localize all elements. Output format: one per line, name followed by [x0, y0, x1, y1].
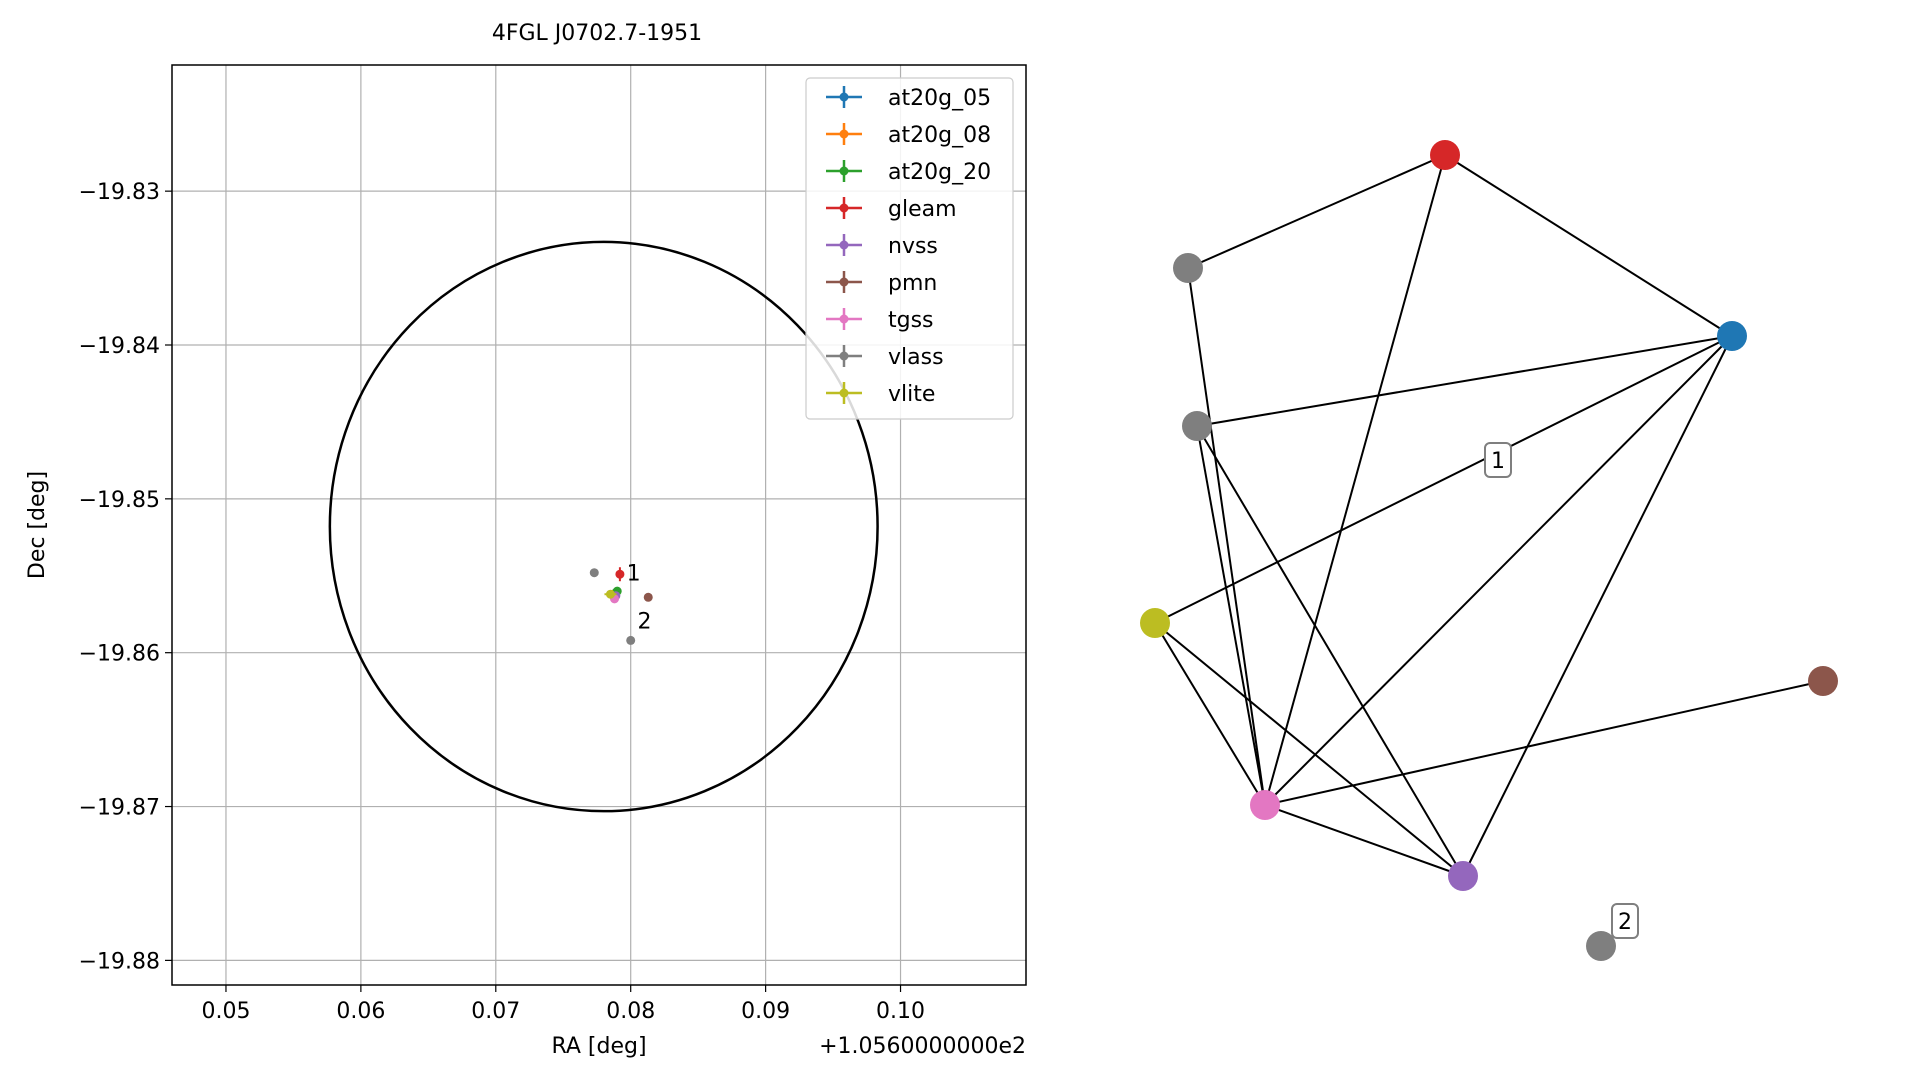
edge-tgss-nvss: [1264, 804, 1464, 877]
legend-item-vlass: vlass: [826, 345, 944, 370]
axes-frame: [171, 64, 1027, 986]
network-labels: 12: [1484, 442, 1639, 939]
legend-label: gleam: [888, 197, 957, 222]
legend-item-gleam: gleam: [826, 197, 957, 222]
annotation-label: 1: [627, 562, 641, 587]
legend-item-at20g_08: at20g_08: [826, 123, 991, 148]
legend-label: at20g_08: [888, 123, 991, 148]
x-tick-label: 0.06: [336, 999, 385, 1024]
point-pmn: [643, 592, 653, 602]
y-tick-label: −19.85: [79, 488, 160, 513]
node-vlass_c: [1586, 931, 1616, 961]
network-label-2: 2: [1611, 903, 1639, 939]
legend-label: at20g_20: [888, 160, 991, 185]
legend-label: at20g_05: [888, 86, 991, 111]
chart-title: 4FGL J0702.7-1951: [492, 21, 702, 46]
network-nodes: [1140, 140, 1838, 961]
edge-vlass_b-nvss: [1196, 425, 1464, 877]
y-tick-label: −19.87: [79, 796, 160, 821]
ticks: 0.05 0.06 0.07 0.08 0.09 0.10 −19.83 −19.84 −19.…: [79, 180, 925, 1024]
x-axis-label: RA [deg]: [551, 1034, 646, 1059]
edge-vlass_a-tgss: [1187, 267, 1266, 806]
localization-ellipse: [328, 240, 879, 813]
network-edges: [1154, 154, 1824, 877]
scatter-panel: 4FGL J0702.7-1951 12 0.05 0.06 0.07 0.08 0.0…: [25, 21, 1027, 1059]
edge-gleam-tgss: [1264, 154, 1446, 806]
y-tick-label: −19.84: [79, 334, 160, 359]
legend-label: vlass: [888, 345, 944, 370]
point-vlass: [589, 568, 599, 578]
node-pmn: [1808, 666, 1838, 696]
network-label-1: 1: [1484, 442, 1512, 478]
edge-tgss-pmn: [1264, 680, 1824, 806]
edge-vlite-nvss: [1154, 622, 1464, 877]
legend-label: tgss: [888, 308, 934, 333]
legend-item-vlite: vlite: [826, 382, 935, 407]
annotation-label: 2: [637, 609, 651, 634]
data-points: [589, 567, 653, 645]
y-tick-label: −19.86: [79, 642, 160, 667]
edge-gleam-at20g: [1444, 154, 1733, 337]
legend-item-at20g_05: at20g_05: [826, 86, 991, 111]
node-vlite: [1140, 608, 1170, 638]
x-axis-offset-label: +1.0560000000e2: [819, 1034, 1026, 1059]
node-gleam: [1430, 140, 1460, 170]
point-vlite: [604, 589, 617, 599]
legend-item-tgss: tgss: [826, 308, 934, 333]
legend-item-pmn: pmn: [826, 271, 937, 296]
edge-nvss-at20g: [1462, 335, 1733, 877]
y-tick-label: −19.88: [79, 949, 160, 974]
network-panel: 12: [1140, 140, 1838, 961]
legend-item-nvss: nvss: [826, 234, 938, 259]
point-gleam: [615, 567, 625, 582]
y-axis-label: Dec [deg]: [25, 471, 50, 579]
edge-vlite-at20g: [1154, 335, 1733, 624]
node-vlass_b: [1182, 411, 1212, 441]
x-tick-label: 0.09: [741, 999, 790, 1024]
annotations: 12: [627, 562, 652, 635]
legend-label: vlite: [888, 382, 935, 407]
node-nvss: [1448, 861, 1478, 891]
x-tick-label: 0.05: [201, 999, 250, 1024]
legend-item-at20g_20: at20g_20: [826, 160, 991, 185]
node-vlass_a: [1173, 253, 1203, 283]
node-tgss: [1250, 790, 1280, 820]
x-tick-label: 0.08: [606, 999, 655, 1024]
node-at20g: [1717, 321, 1747, 351]
svg-text:2: 2: [1618, 910, 1632, 935]
x-tick-label: 0.10: [876, 999, 925, 1024]
point-vlass: [626, 635, 636, 645]
edge-gleam-vlass_a: [1187, 154, 1446, 269]
edge-vlite-tgss: [1154, 622, 1266, 806]
edge-tgss-at20g: [1264, 335, 1733, 806]
legend-box: [805, 77, 1014, 420]
legend-label: nvss: [888, 234, 938, 259]
svg-text:1: 1: [1491, 449, 1505, 474]
edge-vlass_b-tgss: [1196, 425, 1266, 806]
legend-label: pmn: [888, 271, 937, 296]
edge-vlass_b-at20g: [1196, 335, 1733, 427]
x-tick-label: 0.07: [471, 999, 520, 1024]
y-tick-label: −19.83: [79, 180, 160, 205]
